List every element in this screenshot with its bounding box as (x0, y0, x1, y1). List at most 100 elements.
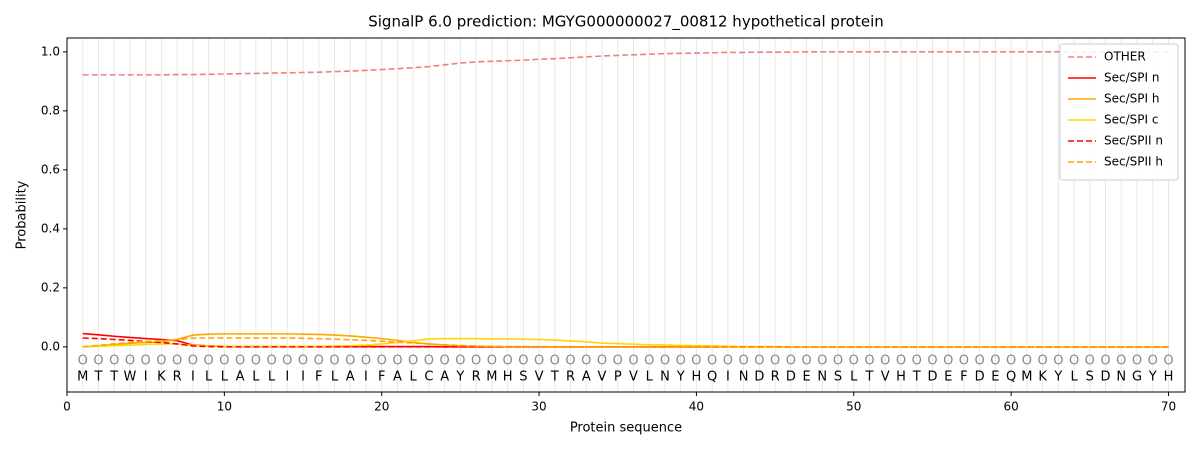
predicted-label: O (314, 354, 324, 369)
sequence-residue: L (221, 370, 229, 385)
predicted-label: O (597, 354, 607, 369)
y-tick-label: 0.2 (41, 280, 60, 294)
predicted-label: O (754, 354, 764, 369)
predicted-label: O (943, 354, 953, 369)
sequence-residue: H (1164, 370, 1174, 385)
predicted-label: O (660, 354, 670, 369)
predicted-label: O (833, 354, 843, 369)
sequence-residue: N (1116, 370, 1126, 385)
predicted-label: O (565, 354, 575, 369)
sequence-residue: F (315, 370, 322, 385)
predicted-label: O (1022, 354, 1032, 369)
predicted-label: O (1132, 354, 1142, 369)
predicted-label: O (1100, 354, 1110, 369)
predicted-label: O (927, 354, 937, 369)
sequence-residue: L (205, 370, 213, 385)
sequence-residue: V (881, 370, 890, 385)
sequence-residue: T (550, 370, 559, 385)
legend: OTHER Sec/SPI n Sec/SPI h Sec/SPI c Sec/SPII… (1059, 43, 1179, 181)
predicted-label: O (345, 354, 355, 369)
axes: OMOTOTOWOIOKOROIOLOLOAOLOLOIOIOFOLOAOIOF… (41, 37, 1186, 414)
series-line (82, 51, 1169, 76)
sequence-residue: A (582, 370, 591, 385)
legend-label: Sec/SPI c (1104, 113, 1158, 127)
predicted-label: O (912, 354, 922, 369)
legend-label: Sec/SPII h (1104, 155, 1163, 169)
sequence-residue: K (157, 370, 166, 385)
predicted-label: O (1037, 354, 1047, 369)
predicted-label: O (424, 354, 434, 369)
predicted-label: O (880, 354, 890, 369)
predicted-label: O (786, 354, 796, 369)
predicted-label: O (329, 354, 339, 369)
sequence-residue: T (93, 370, 102, 385)
predicted-label: O (849, 354, 859, 369)
sequence-residue: N (817, 370, 827, 385)
predicted-label: O (817, 354, 827, 369)
sequence-residue: E (991, 370, 999, 385)
sequence-residue: R (173, 370, 182, 385)
sequence-residue: T (865, 370, 874, 385)
sequence-residue: E (944, 370, 952, 385)
predicted-label: O (723, 354, 733, 369)
sequence-residue: M (486, 370, 497, 385)
sequence-residue: A (440, 370, 449, 385)
predicted-label: O (896, 354, 906, 369)
sequence-residue: L (331, 370, 339, 385)
sequence-residue: Y (455, 370, 464, 385)
predicted-label: O (518, 354, 528, 369)
plot-lines (82, 51, 1169, 348)
predicted-label: O (125, 354, 135, 369)
sequence-residue: L (646, 370, 654, 385)
predicted-label: O (109, 354, 119, 369)
sequence-residue: A (236, 370, 245, 385)
x-tick-label: 60 (1003, 400, 1018, 414)
y-tick-label: 0.8 (41, 103, 60, 117)
predicted-label: O (251, 354, 261, 369)
predicted-label: O (93, 354, 103, 369)
y-tick-label: 1.0 (41, 44, 60, 58)
predicted-label: O (455, 354, 465, 369)
series-line (82, 337, 1169, 348)
predicted-label: O (235, 354, 245, 369)
sequence-residue: D (975, 370, 985, 385)
predicted-label: O (440, 354, 450, 369)
sequence-residue: A (393, 370, 402, 385)
predicted-label: O (1085, 354, 1095, 369)
sequence-residue: L (252, 370, 260, 385)
predicted-label: O (770, 354, 780, 369)
sequence-residue: V (629, 370, 638, 385)
sequence-residue: T (109, 370, 118, 385)
predicted-label: O (282, 354, 292, 369)
legend-label: OTHER (1104, 50, 1146, 64)
predicted-label: O (219, 354, 229, 369)
sequence-residue: G (1132, 370, 1142, 385)
x-tick-label: 10 (217, 400, 232, 414)
grid (82, 38, 1169, 392)
sequence-residue: Y (1053, 370, 1062, 385)
predicted-label: O (644, 354, 654, 369)
y-tick-label: 0.4 (41, 221, 60, 235)
predicted-label: O (1069, 354, 1079, 369)
sequence-residue: S (834, 370, 842, 385)
y-axis-label: Probability (15, 180, 30, 249)
sequence-residue: M (1021, 370, 1032, 385)
legend-label: Sec/SPII n (1104, 134, 1163, 148)
predicted-label: O (266, 354, 276, 369)
predicted-label: O (707, 354, 717, 369)
sequence-residue: H (692, 370, 702, 385)
sequence-residue: D (754, 370, 764, 385)
x-tick-label: 40 (689, 400, 704, 414)
x-tick-label: 50 (846, 400, 861, 414)
sequence-residue: F (960, 370, 967, 385)
sequence-residue: R (771, 370, 780, 385)
chart-title: SignalP 6.0 prediction: MGYG000000027_00… (368, 13, 884, 32)
sequence-residue: S (519, 370, 527, 385)
sequence-residue: K (1038, 370, 1047, 385)
x-tick-label: 20 (374, 400, 389, 414)
sequence-residue: T (912, 370, 921, 385)
legend-label: Sec/SPI h (1104, 92, 1159, 106)
sequence-residue: C (424, 370, 433, 385)
sequence-residue: I (726, 370, 730, 385)
